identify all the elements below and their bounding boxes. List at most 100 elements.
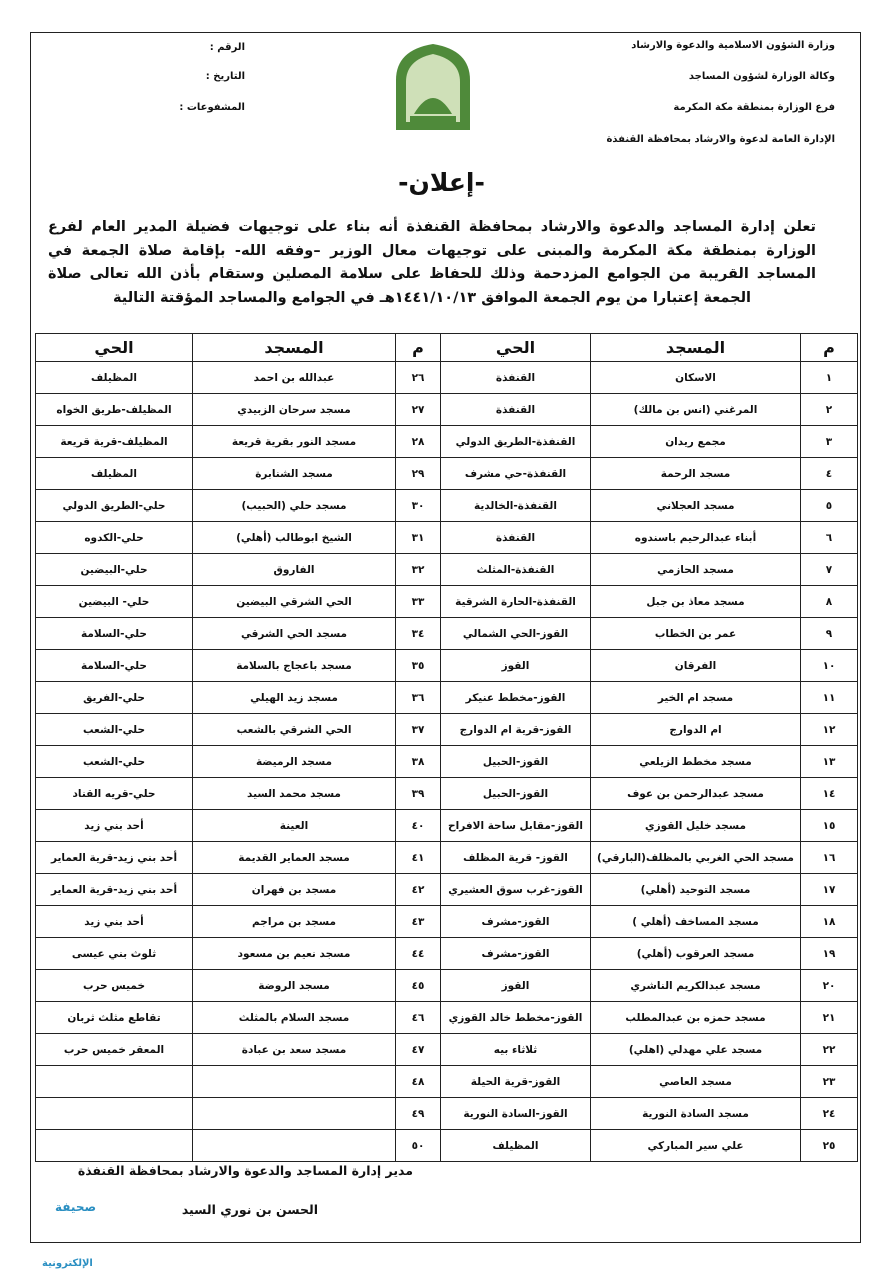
- table-cell: ٤٦: [395, 1001, 441, 1034]
- table-cell: حلي-الشعب: [35, 745, 193, 778]
- table-cell: مسجد باعجاج بالسلامة: [192, 649, 396, 682]
- table-cell: ١١: [800, 681, 858, 714]
- table-cell: ٣٣: [395, 585, 441, 618]
- table-cell: ٤٧: [395, 1033, 441, 1066]
- table-cell: المظيلف-قرية قريعة: [35, 425, 193, 458]
- table-cell: الحي الشرقي البيضين: [192, 585, 396, 618]
- table-cell: القوز-مشرف: [440, 937, 591, 970]
- table-cell: الشيخ ابوطالب (أهلي): [192, 521, 396, 554]
- table-cell: مسجد التوحيد (أهلي): [590, 873, 801, 906]
- table-cell: ٣٨: [395, 745, 441, 778]
- table-cell: ٦: [800, 521, 858, 554]
- table-cell: أحد بني زيد-قرية العماير: [35, 873, 193, 906]
- table-cell: مسجد ام الخير: [590, 681, 801, 714]
- column-header: المسجد: [192, 333, 396, 362]
- table-cell: المظيلف-طريق الخواه: [35, 393, 193, 426]
- table-cell: [35, 1097, 193, 1130]
- table-cell: ٣٩: [395, 777, 441, 810]
- table-cell: مسجد معاذ بن جبل: [590, 585, 801, 618]
- logo: [396, 44, 470, 130]
- table-row: ١٠ الفرقان القوز ٣٥ مسجد باعجاج بالسلامة حلي-…: [35, 649, 858, 682]
- table-row: ٢٢ مسجد علي مهدلي (اهلي) ثلاثاء بيه ٤٧ مسجد …: [35, 1033, 858, 1066]
- table-cell: مسجد العرقوب (أهلي): [590, 937, 801, 970]
- table-cell: مسجد الشنابرة: [192, 457, 396, 490]
- table-row: ٩ عمر بن الخطاب القوز-الحي الشمالي ٣٤ مسجد ا…: [35, 617, 858, 650]
- table-row: ١٢ ام الدوارج القوز-قرية ام الدوارج ٣٧ الحي …: [35, 713, 858, 746]
- table-cell: ١٧: [800, 873, 858, 906]
- table-cell: ٣٦: [395, 681, 441, 714]
- table-cell: ١٨: [800, 905, 858, 938]
- table-cell: القوز-مقابل ساحة الافراح: [440, 809, 591, 842]
- table-cell: مسجد سعد بن عبادة: [192, 1033, 396, 1066]
- column-header: م: [800, 333, 858, 362]
- table-cell: ٢٤: [800, 1097, 858, 1130]
- table-row: ٨ مسجد معاذ بن جبل القنفذة-الحارة الشرقية ٣…: [35, 585, 858, 618]
- table-cell: ٨: [800, 585, 858, 618]
- table-cell: ٤٢: [395, 873, 441, 906]
- table-cell: أحد بني زيد: [35, 809, 193, 842]
- announcement-text: تعلن إدارة المساجد والدعوة والارشاد بمحا…: [48, 219, 816, 306]
- header-line: وكالة الوزارة لشؤون المساجد: [688, 71, 835, 82]
- table-row: ١٣ مسجد مخطط الزيلعي القوز-الحبيل ٣٨ مسجد ال…: [35, 745, 858, 778]
- table-row: ٢٤ مسجد السادة النورية القوز-السادة النوري…: [35, 1097, 858, 1130]
- table-cell: حلي-الفريق: [35, 681, 193, 714]
- table-cell: مسجد خليل القوزي: [590, 809, 801, 842]
- table-cell: القوز-مخطط خالد القوزي: [440, 1001, 591, 1034]
- table-cell: [35, 1129, 193, 1162]
- table-cell: القنفذة-الحارة الشرقية: [440, 585, 591, 618]
- table-cell: مسجد حمزه بن عبدالمطلب: [590, 1001, 801, 1034]
- table-cell: القوز-السادة النورية: [440, 1097, 591, 1130]
- table-cell: مسجد الحي الغربي بالمظلف(البارقي): [590, 841, 801, 874]
- table-cell: ٢٧: [395, 393, 441, 426]
- table-row: ١٤ مسجد عبدالرحمن بن عوف القوز-الحبيل ٣٩ مسج…: [35, 777, 858, 810]
- table-cell: ١٥: [800, 809, 858, 842]
- table-cell: ثلاثاء بيه: [440, 1033, 591, 1066]
- table-row: ١١ مسجد ام الخير القوز-مخطط عنيكر ٣٦ مسجد زي…: [35, 681, 858, 714]
- table-cell: ٢: [800, 393, 858, 426]
- table-cell: القوز: [440, 969, 591, 1002]
- table-row: ٢٠ مسجد عبدالكريم الناشري القوز ٤٥ مسجد الرو…: [35, 969, 858, 1002]
- table-cell: ٤٣: [395, 905, 441, 938]
- page-frame: [30, 32, 861, 1243]
- table-cell: القنفذة: [440, 393, 591, 426]
- table-cell: حلي-الطريق الدولي: [35, 489, 193, 522]
- table-row: ٥ مسجد العجلاني القنفذة-الخالدية ٣٠ مسجد حلي…: [35, 489, 858, 522]
- table-cell: أبناء عبدالرحيم باسندوه: [590, 521, 801, 554]
- table-cell: ٣٤: [395, 617, 441, 650]
- table-cell: مسجد الرميضة: [192, 745, 396, 778]
- table-cell: المظيلف: [440, 1129, 591, 1162]
- table-cell: تقاطع مثلث ثربان: [35, 1001, 193, 1034]
- table-row: ٢ المرغني (انس بن مالك) القنفذة ٢٧ مسجد سرحا…: [35, 393, 858, 426]
- table-cell: مجمع ريدان: [590, 425, 801, 458]
- table-cell: ١٩: [800, 937, 858, 970]
- table-cell: ٤٤: [395, 937, 441, 970]
- table-row: ٣ مجمع ريدان القنفذة-الطريق الدولي ٢٨ مسجد ا…: [35, 425, 858, 458]
- table-row: ٧ مسجد الحازمي القنفذة-المثلث ٣٢ الفاروق حلي-…: [35, 553, 858, 586]
- table-cell: مسجد العماير القديمة: [192, 841, 396, 874]
- table-cell: القوز-غرب سوق العشيري: [440, 873, 591, 906]
- table-row: ١٦ مسجد الحي الغربي بالمظلف(البارقي) القوز…: [35, 841, 858, 874]
- table-cell: ثلوث بني عيسى: [35, 937, 193, 970]
- table-cell: حلي-السلامة: [35, 649, 193, 682]
- table-cell: القوز-قرية الحيلة: [440, 1065, 591, 1098]
- table-cell: مسجد السادة النورية: [590, 1097, 801, 1130]
- table-cell: مسجد السلام بالمثلث: [192, 1001, 396, 1034]
- table-cell: مسجد الحازمي: [590, 553, 801, 586]
- signature-title: مدير إدارة المساجد والدعوة والارشاد بمحا…: [77, 1163, 413, 1178]
- watermark: الإلكترونية: [42, 1258, 93, 1269]
- table-cell: ٤: [800, 457, 858, 490]
- table-cell: أحد بني زيد-قرية العماير: [35, 841, 193, 874]
- table-cell: [192, 1129, 396, 1162]
- column-header: م: [395, 333, 441, 362]
- table-cell: القوز-الحبيل: [440, 777, 591, 810]
- table-cell: المظيلف: [35, 457, 193, 490]
- table-cell: مسجد الحي الشرقي: [192, 617, 396, 650]
- table-cell: [192, 1065, 396, 1098]
- table-cell: [192, 1097, 396, 1130]
- table-row: ١ الاسكان القنفذة ٢٦ عبدالله بن احمد المظيلف: [35, 361, 858, 394]
- table-cell: القوز: [440, 649, 591, 682]
- table-cell: القنفذة-حي مشرف: [440, 457, 591, 490]
- table-cell: القوز-مشرف: [440, 905, 591, 938]
